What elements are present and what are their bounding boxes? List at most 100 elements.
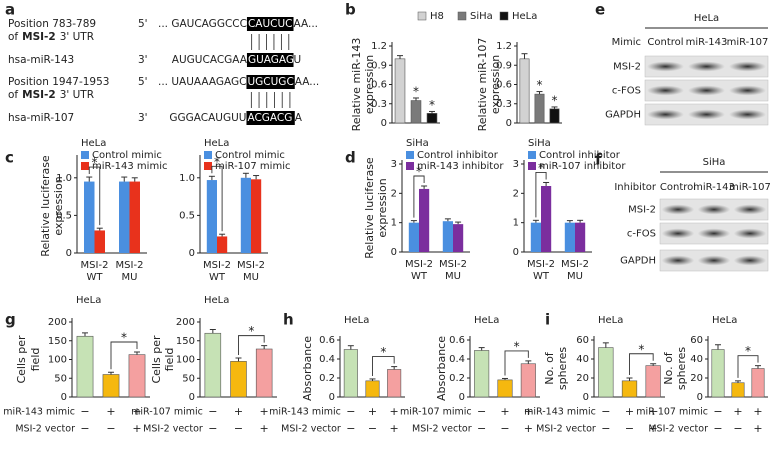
- x-tick-label: MU: [243, 272, 259, 283]
- significance-bracket: [211, 165, 223, 232]
- error-bar: [755, 365, 761, 369]
- significance-bracket: [504, 350, 529, 376]
- bar: [442, 221, 453, 252]
- x-tick-label: MSI-2: [405, 259, 433, 270]
- y-tick-label: 40: [576, 354, 589, 365]
- legend-swatch: [457, 11, 467, 21]
- legend-swatch: [204, 151, 212, 159]
- significance-star: *: [416, 165, 422, 179]
- y-tick-label: 0: [381, 118, 387, 129]
- y-tick-label: 200: [48, 317, 67, 328]
- error-bar: [86, 176, 93, 182]
- y-tick-label: 60: [576, 335, 589, 346]
- error-bar: [525, 360, 532, 364]
- target-seq: AA...: [294, 18, 319, 30]
- x-tick-label: WT: [411, 271, 428, 282]
- error-bar: [108, 371, 114, 375]
- y-tick-label: 40: [690, 354, 703, 365]
- blot-condition: Mimic: [612, 37, 641, 48]
- bar: [119, 181, 130, 253]
- error-bar: [577, 219, 584, 223]
- y-tick-label: 150: [48, 336, 67, 347]
- x-tick-label: MU: [122, 272, 138, 283]
- panel-label: c: [5, 149, 14, 167]
- chart-title: HeLa: [204, 295, 229, 306]
- row-label: miR-143 mimic: [3, 407, 75, 418]
- bar: [204, 332, 222, 398]
- bar: [206, 180, 217, 253]
- bar: [408, 222, 419, 252]
- bar: [453, 224, 464, 252]
- error-bar: [413, 97, 419, 101]
- error-bar: [347, 345, 354, 350]
- bar: [129, 181, 140, 253]
- blot-band: [733, 204, 767, 215]
- bar: [240, 177, 251, 253]
- y-tick-label: 0.6: [319, 335, 335, 346]
- x-tick-label: MSI-2: [561, 259, 589, 270]
- significance-star: *: [537, 78, 543, 92]
- lane-label: Control: [660, 182, 696, 193]
- significance-bracket: [629, 353, 654, 375]
- y-tick-label: 0.5: [56, 210, 72, 221]
- y-axis-label: Relative miR-107: [476, 38, 489, 132]
- legend-swatch: [528, 162, 536, 170]
- significance-bracket: [110, 341, 138, 370]
- blot-band: [661, 204, 695, 215]
- significance-bracket: [238, 335, 265, 355]
- y-tick-label: 0: [329, 392, 335, 403]
- bar: [474, 350, 490, 398]
- protein-label: MSI-2: [628, 205, 656, 216]
- of-label: of: [8, 31, 18, 43]
- y-axis-label: Cells per: [15, 335, 28, 384]
- x-tick-label: MSI-2: [237, 260, 265, 271]
- bar: [394, 58, 406, 124]
- seed-highlight: [246, 111, 295, 125]
- target-seed: UGCUGC: [247, 76, 293, 88]
- chart-title: SiHa: [406, 138, 429, 149]
- x-tick-label: MSI-2: [81, 260, 109, 271]
- row-sign: +: [649, 405, 658, 418]
- bracket-line: [211, 165, 223, 232]
- significance-star: *: [248, 324, 254, 338]
- y-tick-label: 1.0: [179, 173, 195, 184]
- position-label: Position 1947-1953: [8, 76, 109, 88]
- y-tick-label: 0.9: [371, 60, 387, 71]
- panel-label: d: [345, 149, 356, 167]
- error-bar: [551, 106, 558, 109]
- significance-bracket: [535, 172, 547, 218]
- error-bar: [208, 175, 215, 181]
- mirna-name: hsa-miR-143: [8, 54, 74, 66]
- chart-title: HeLa: [76, 295, 101, 306]
- y-tick-label: 0: [697, 392, 703, 403]
- error-bar: [134, 351, 140, 355]
- bar: [575, 222, 586, 252]
- significance-star: *: [538, 161, 544, 175]
- blot-band: [688, 85, 725, 96]
- bar: [76, 335, 94, 398]
- y-tick-label: 0: [391, 247, 397, 258]
- legend-swatch: [528, 151, 536, 159]
- bracket-line: [504, 350, 529, 376]
- x-tick-label: MSI-2: [203, 260, 231, 271]
- row-label: miR-143 mimic: [269, 407, 341, 418]
- target-seq: ... UAUAAAGAGC: [158, 76, 246, 88]
- legend-label: Control inhibitor: [417, 150, 499, 161]
- significance-bracket: [88, 166, 101, 226]
- bar: [520, 363, 536, 398]
- error-bar: [131, 177, 138, 182]
- y-axis-label: spheres: [675, 347, 688, 391]
- y-tick-label: 0: [459, 392, 465, 403]
- protein-label: c-FOS: [627, 229, 656, 240]
- y-tick-label: 0.4: [319, 354, 335, 365]
- row-label: miR-143 mimic: [524, 407, 596, 418]
- blot-cell: HeLa: [694, 13, 719, 24]
- y-tick-label: 0.3: [371, 99, 387, 110]
- y-tick-label: 1.2: [496, 41, 512, 52]
- blot-band: [733, 255, 767, 266]
- row-sign: −: [208, 422, 217, 435]
- lane-label: Control: [647, 37, 683, 48]
- row-sign: −: [601, 405, 610, 418]
- gene-name: MSI-2: [22, 89, 56, 101]
- y-tick-label: 1: [513, 218, 519, 229]
